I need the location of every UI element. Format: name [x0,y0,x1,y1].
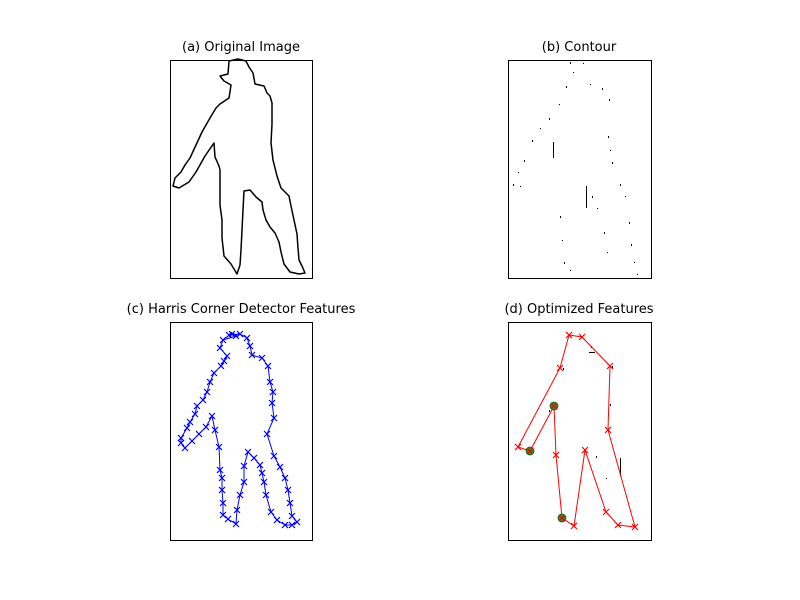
harris-corner-marker [217,362,225,370]
harris-corner-marker [202,423,210,431]
optimized-feature-marker [604,426,612,434]
harris-corner-marker [206,378,214,386]
harris-corner-marker [236,330,244,338]
harris-corner-marker [219,336,227,344]
optimized-feature-marker [570,522,578,530]
panel-d-title: (d) Optimized Features [504,302,654,317]
harris-corner-marker [195,430,203,438]
harris-corner-marker [236,491,244,499]
harris-corner-marker [183,424,191,432]
harris-corner-marker [211,426,219,434]
harris-corner-marker [248,351,256,359]
harris-corner-marker [210,369,218,377]
panel-d-optimized-features [514,331,639,531]
harris-corner-marker [203,388,211,396]
optimized-feature-marker [514,443,522,451]
harris-corner-marker [232,332,240,340]
harris-corner-marker [288,512,296,520]
harris-corner-marker [276,463,284,471]
harris-corner-marker [223,352,231,360]
harris-corner-marker [288,521,296,529]
harris-corner-marker [220,357,228,365]
harris-corner-marker [186,418,194,426]
harris-corner-marker [281,474,289,482]
harris-corner-marker [246,342,254,350]
optimized-contour-line [517,334,636,528]
panel-a-title: (a) Original Image [182,40,300,55]
panel-d-highlighted-points [525,401,567,523]
panel-b-title: (b) Contour [541,40,617,55]
harris-corner-marker [177,434,185,442]
harris-corner-marker [199,396,207,404]
harris-corner-marker [262,491,270,499]
optimized-feature-marker [578,333,586,341]
harris-corner-marker [270,452,278,460]
harris-corner-marker [267,508,275,516]
optimized-feature-marker [614,521,622,529]
harris-corner-marker [188,437,196,445]
harris-corner-marker [228,330,236,338]
optimized-feature-marker [552,451,560,459]
harris-corner-marker [268,399,276,407]
harris-corner-marker [250,454,258,462]
panel-d-frame [508,322,652,541]
harris-corner-marker [284,486,292,494]
harris-corner-marker [216,344,224,352]
highlighted-feature-marker [550,402,558,410]
harris-corner-marker [264,362,272,370]
harris-corner-marker [191,410,199,418]
harris-corner-marker [240,462,248,470]
harris-corner-marker [243,334,251,342]
harris-corner-marker [177,439,185,447]
harris-corner-marker [216,466,224,474]
harris-corner-marker [218,474,226,482]
optimized-feature-marker [602,508,610,516]
harris-corner-marker [270,414,278,422]
panel-c-harris-features [177,330,301,529]
panel-c-title: (c) Harris Corner Detector Features [126,302,356,317]
highlighted-feature-marker [558,514,566,522]
highlighted-feature-marker [526,447,534,455]
harris-corner-marker [258,354,266,362]
harris-corner-marker [193,402,201,410]
harris-corner-marker [273,516,281,524]
harris-corner-marker [266,378,274,386]
optimized-feature-marker [631,523,639,531]
harris-corner-marker [281,521,289,529]
harris-corner-marker [240,478,248,486]
optimized-feature-marker [581,446,589,454]
optimized-feature-marker [606,362,614,370]
harris-corner-marker [224,515,232,523]
harris-corner-marker [218,486,226,494]
optimized-feature-marker [556,364,564,372]
harris-corner-marker [258,469,266,477]
harris-corner-marker [269,388,277,396]
harris-corner-marker [260,478,268,486]
harris-corner-marker [244,448,252,456]
harris-corner-marker [208,412,216,420]
harris-corner-marker [215,443,223,451]
harris-corner-marker [181,444,189,452]
harris-corner-marker [286,499,294,507]
harris-corner-marker [233,506,241,514]
harris-corner-marker [293,518,301,526]
harris-corner-marker [219,499,227,507]
optimized-feature-marker [565,331,573,339]
panel-b-contour [513,62,638,275]
panel-b-frame [508,60,652,279]
panel-a-silhouette-outline [172,58,306,275]
harris-corner-marker [219,511,227,519]
harris-corner-marker [263,430,271,438]
harris-corner-marker [232,520,240,528]
harris-corner-marker [256,461,264,469]
